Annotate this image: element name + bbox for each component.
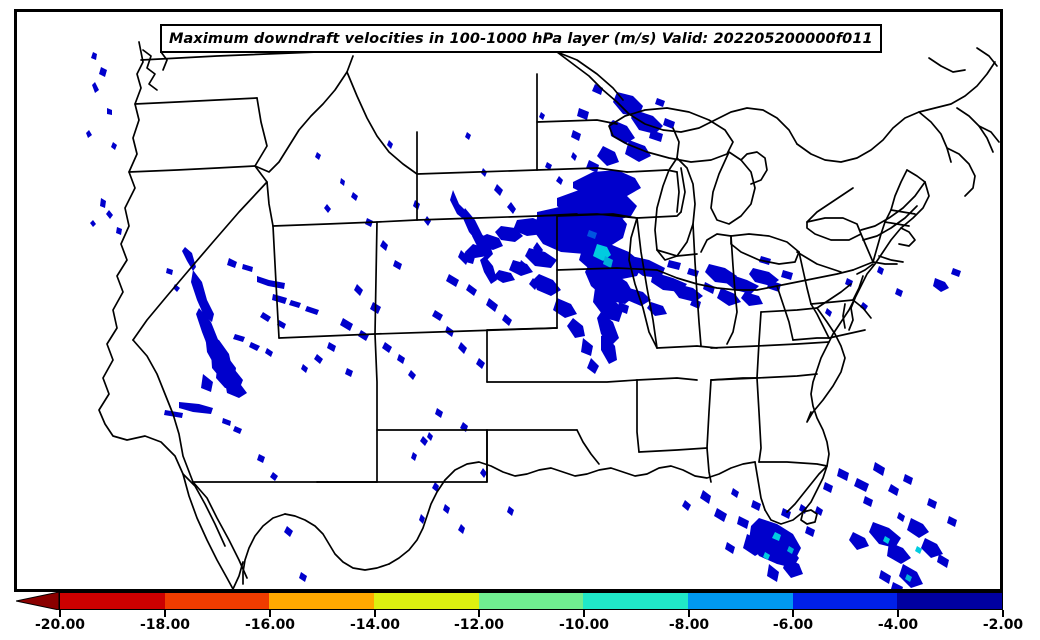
lake-michigan — [654, 157, 696, 261]
colorbar-segment-5 — [583, 593, 689, 609]
colorbar-segment-6 — [688, 593, 793, 609]
map-panel: Maximum downdraft velocities in 100-1000… — [14, 9, 1003, 592]
lake-ontario — [806, 217, 862, 241]
colorbar-ticks — [16, 610, 1004, 617]
colorbar-tick-5 — [583, 610, 585, 617]
lake-huron — [710, 151, 756, 225]
lake-erie — [730, 233, 800, 265]
colorbar-tick-label-6: -8.00 — [668, 617, 710, 633]
colorbar-segment-7 — [792, 593, 898, 609]
colorbar-segment-3 — [374, 593, 479, 609]
colorbar-tick-1 — [164, 610, 166, 617]
colorbar-tick-8 — [897, 610, 899, 617]
gulf-coastline — [388, 461, 756, 565]
colorbar-tick-label-2: -16.00 — [244, 617, 296, 633]
colorbar-segment-8 — [897, 593, 1003, 609]
map-title: Maximum downdraft velocities in 100-1000… — [169, 30, 873, 47]
conus-map — [17, 12, 1000, 589]
colorbar-tick-label-1: -18.00 — [139, 617, 191, 633]
colorbar-tick-label-8: -4.00 — [877, 617, 919, 633]
pacific-coastline — [98, 41, 234, 589]
colorbar-segment-0 — [60, 593, 165, 609]
colorbar-extend-min-arrow — [16, 592, 59, 610]
colorbar-tick-label-9: -2.00 — [982, 617, 1024, 633]
lake-superior — [608, 107, 734, 163]
colorbar-tick-label-3: -14.00 — [349, 617, 401, 633]
colorbar-tick-9 — [1002, 610, 1004, 617]
colorbar-segments — [59, 592, 1003, 610]
colorbar-tick-label-7: -6.00 — [772, 617, 814, 633]
colorbar: -20.00 -18.00 -16.00 -14.00 -12.00 -10.00 -8.0… — [0, 592, 1040, 640]
map-background — [17, 12, 1000, 589]
geography-layer — [98, 41, 1000, 589]
colorbar-segment-2 — [269, 593, 375, 609]
colorbar-tick-6 — [688, 610, 690, 617]
atlantic-coastline — [764, 181, 930, 525]
colorbar-segment-4 — [478, 593, 584, 609]
colorbar-tick-label-4: -12.00 — [453, 617, 505, 633]
colorbar-tick-4 — [478, 610, 480, 617]
colorbar-segment-1 — [164, 593, 270, 609]
colorbar-tick-label-5: -10.00 — [558, 617, 610, 633]
title-box: Maximum downdraft velocities in 100-1000… — [160, 24, 882, 53]
colorbar-tick-labels: -20.00 -18.00 -16.00 -14.00 -12.00 -10.00 -8.0… — [0, 617, 1040, 639]
colorbar-tick-3 — [374, 610, 376, 617]
colorbar-tick-7 — [792, 610, 794, 617]
colorbar-tick-0 — [59, 610, 61, 617]
colorbar-tick-2 — [269, 610, 271, 617]
lake-okeechobee — [800, 509, 818, 525]
colorbar-tick-label-0: -20.00 — [34, 617, 86, 633]
colorbar-bar — [16, 592, 1004, 617]
downdraft-velocity-field — [86, 52, 961, 589]
map-clip — [17, 12, 1000, 589]
